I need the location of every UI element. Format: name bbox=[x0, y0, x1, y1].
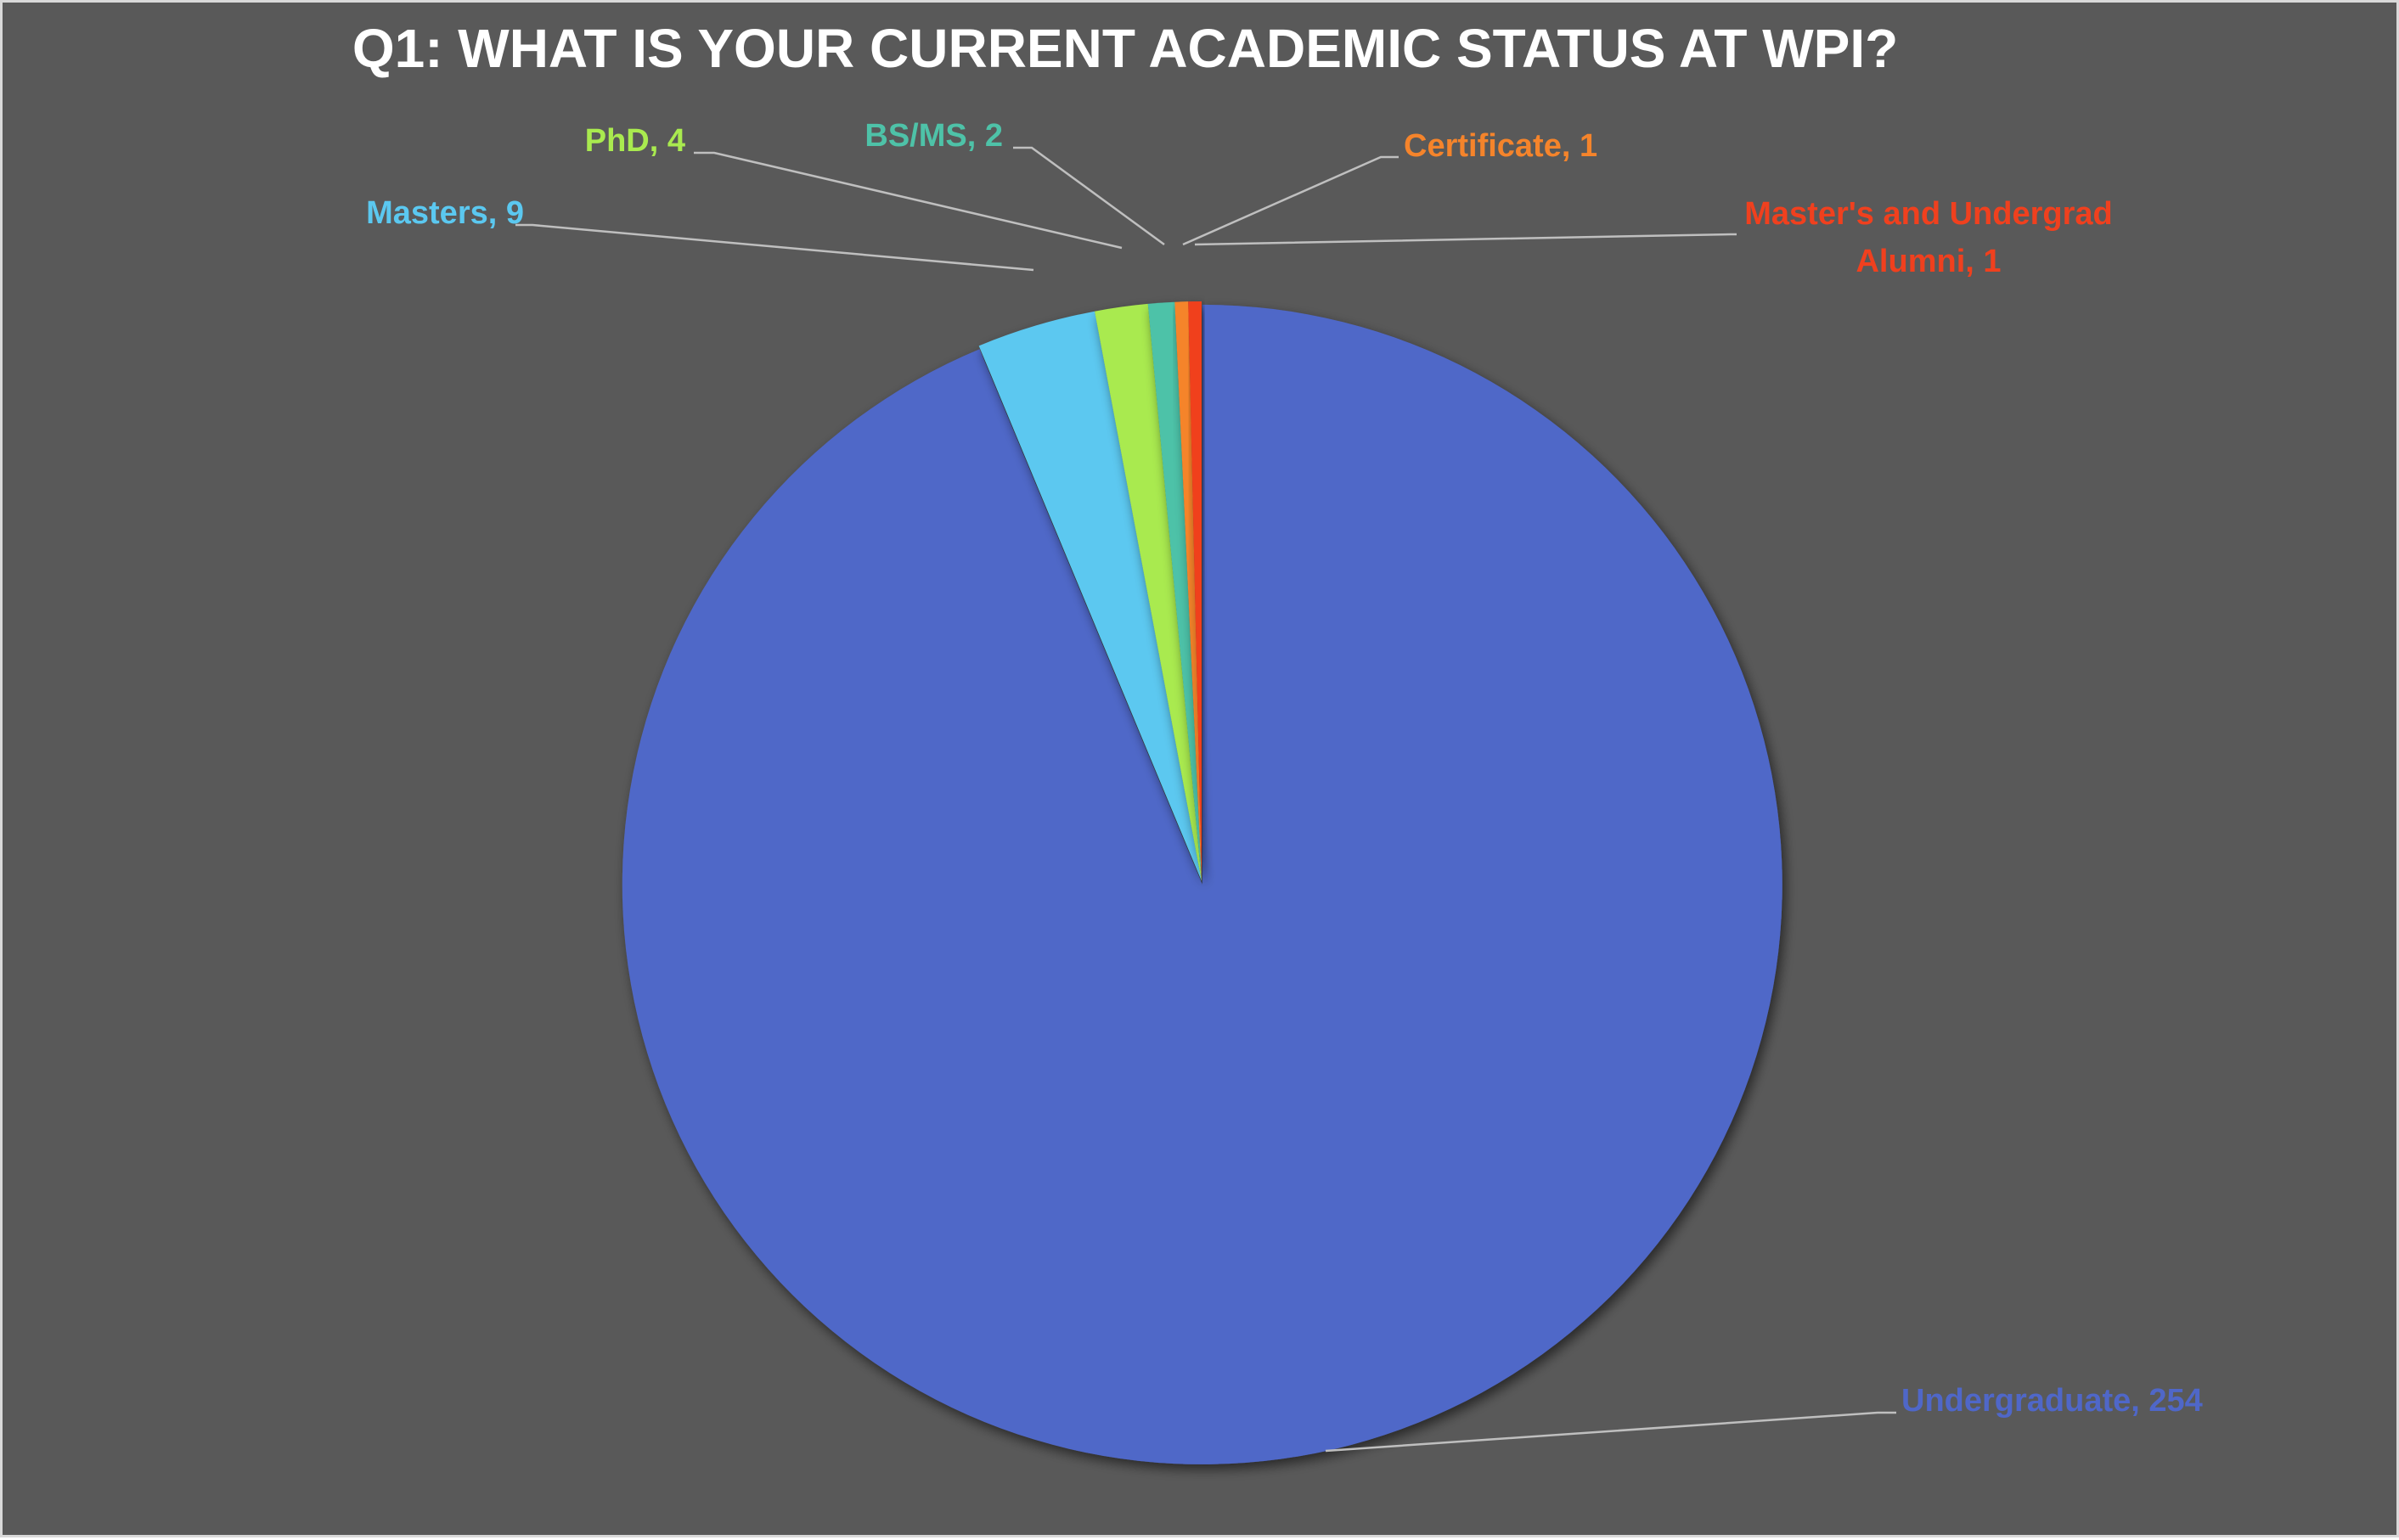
data-label-undergraduate: Undergraduate, 254 bbox=[1901, 1383, 2203, 1419]
leader-line-master-s-and-undergrad-alumni bbox=[1194, 233, 1737, 246]
data-label-masters: Masters, 9 bbox=[366, 195, 524, 231]
pie-slice-master-s-and-undergrad-alumni bbox=[1188, 301, 1202, 881]
data-label-master-s-and-undergrad-alumni: Master's and Undergrad Alumni, 1 bbox=[1744, 196, 2112, 279]
leader-line-certificate bbox=[1182, 155, 1399, 246]
pie-chart: Q1: WHAT IS YOUR CURRENT ACADEMIC STATUS… bbox=[352, 18, 2203, 1464]
leader-line-undergraduate bbox=[1325, 1411, 1896, 1453]
leader-line-masters bbox=[515, 223, 1034, 272]
pie-slice-bs-ms bbox=[1147, 301, 1202, 882]
data-label-bs-ms: BS/MS, 2 bbox=[864, 118, 1003, 154]
pie-slice-phd bbox=[1095, 303, 1202, 882]
pie-slice-masters bbox=[978, 311, 1202, 882]
chart-title: Q1: WHAT IS YOUR CURRENT ACADEMIC STATUS… bbox=[352, 18, 1898, 79]
pie-slice-certificate bbox=[1174, 301, 1202, 881]
labels-layer: Undergraduate, 254 Masters, 9 PhD, 4 BS/MS,… bbox=[366, 118, 2203, 1419]
leader-lines-layer bbox=[515, 146, 1896, 1453]
data-label-phd: PhD, 4 bbox=[585, 123, 685, 159]
leader-line-bs-ms bbox=[1013, 146, 1165, 246]
leader-line-phd bbox=[694, 151, 1123, 250]
slices-layer bbox=[622, 301, 1782, 1464]
pie-slice-undergraduate bbox=[622, 304, 1782, 1464]
data-label-certificate: Certificate, 1 bbox=[1404, 128, 1597, 164]
